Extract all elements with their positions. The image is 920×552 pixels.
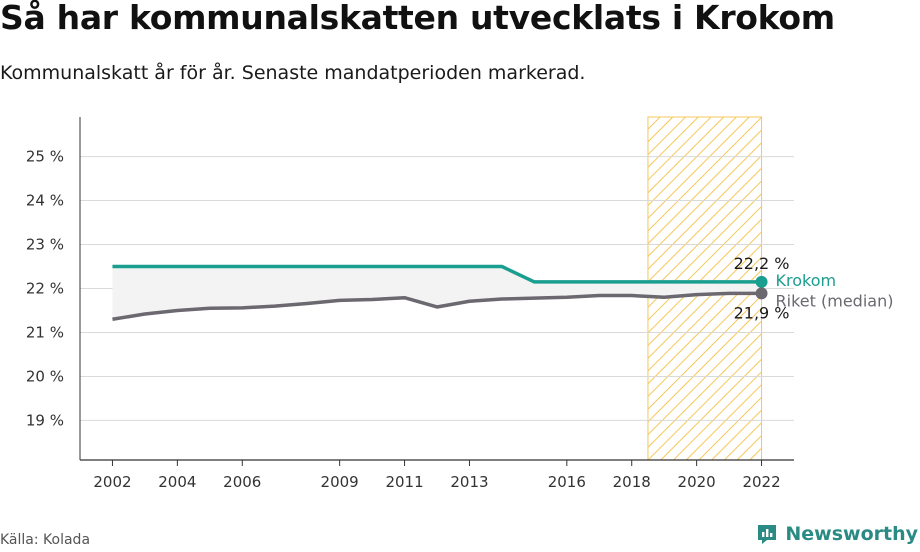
chart-subtitle: Kommunalskatt år för år. Senaste mandatp… xyxy=(0,62,586,84)
y-tick-label: 23 % xyxy=(26,236,64,254)
krokom-value-label: 22,2 % xyxy=(734,254,790,273)
x-tick-label: 2004 xyxy=(158,473,196,491)
newsworthy-logo-icon xyxy=(758,525,777,544)
krokom-end-point xyxy=(755,275,768,288)
riket-series-label: Riket (median) xyxy=(776,291,894,310)
x-tick-label: 2018 xyxy=(613,473,651,491)
y-tick-label: 25 % xyxy=(26,148,64,166)
x-tick-label: 2013 xyxy=(450,473,488,491)
x-tick-label: 2020 xyxy=(678,473,716,491)
x-tick-label: 2011 xyxy=(385,473,423,491)
y-tick-label: 22 % xyxy=(26,280,64,298)
source-note: Källa: Kolada xyxy=(0,532,91,548)
riket-median-line xyxy=(112,291,762,322)
x-tick-label: 2009 xyxy=(321,473,359,491)
riket-median-end-point xyxy=(755,287,768,300)
x-tick-label: 2016 xyxy=(548,473,586,491)
y-tick-label: 20 % xyxy=(26,367,64,385)
x-tick-label: 2022 xyxy=(742,473,780,491)
y-tick-label: 24 % xyxy=(26,192,64,210)
x-tick-label: 2002 xyxy=(93,473,131,491)
brand-name: Newsworthy xyxy=(785,523,918,545)
krokom-series-label: Krokom xyxy=(776,271,837,290)
riket-value-label: 21,9 % xyxy=(734,303,790,322)
krokom-line xyxy=(112,264,762,284)
brand-logo: Newsworthy xyxy=(755,522,918,546)
chart-title: Så har kommunalskatten utvecklats i Krok… xyxy=(0,0,835,37)
x-tick-label: 2006 xyxy=(223,473,261,491)
y-tick-label: 19 % xyxy=(26,411,64,429)
y-tick-label: 21 % xyxy=(26,323,64,341)
